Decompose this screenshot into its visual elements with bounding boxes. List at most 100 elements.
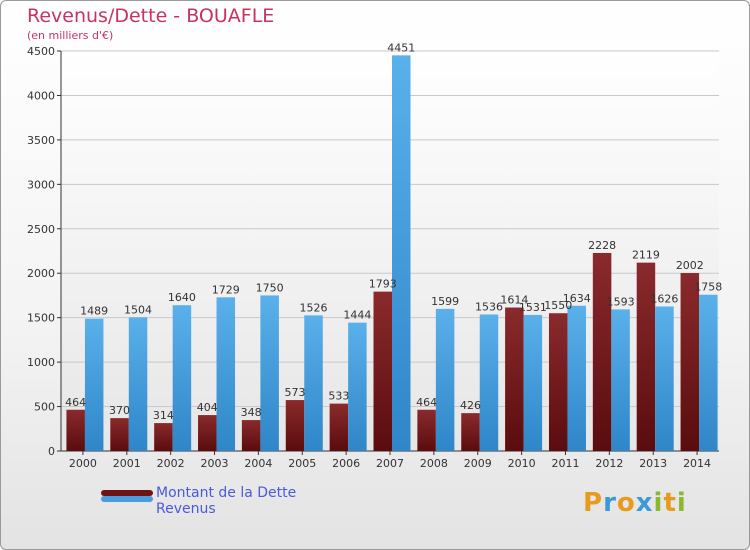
- bar-dette: [505, 307, 524, 451]
- bar-revenus: [655, 306, 674, 451]
- bar-dette: [198, 415, 217, 451]
- data-label-revenus: 1750: [256, 281, 284, 294]
- x-tick-label: 2012: [595, 457, 623, 470]
- data-label-revenus: 1758: [694, 281, 722, 294]
- bar-dette: [66, 409, 85, 451]
- logo-letter: t: [663, 488, 677, 518]
- bar-revenus: [260, 295, 279, 451]
- data-label-dette: 1614: [500, 294, 528, 307]
- x-tick-label: 2001: [113, 457, 141, 470]
- data-label-dette: 533: [328, 390, 349, 403]
- legend-label-revenus: Revenus: [156, 501, 216, 517]
- bar-dette: [548, 313, 568, 451]
- bar-revenus: [611, 309, 630, 451]
- bar-dette: [680, 273, 700, 451]
- data-label-dette: 314: [153, 409, 174, 422]
- x-tick-label: 2009: [464, 457, 492, 470]
- data-label-revenus: 1536: [475, 300, 503, 313]
- data-label-dette: 1793: [369, 278, 397, 291]
- data-label-dette: 2119: [632, 249, 660, 262]
- bar-revenus: [128, 317, 148, 451]
- bar-dette: [285, 400, 305, 451]
- logo-letter: i: [653, 488, 664, 518]
- x-tick-label: 2000: [69, 457, 97, 470]
- legend-swatch-revenus: [101, 496, 153, 502]
- data-label-dette: 464: [416, 396, 437, 409]
- x-tick-label: 2011: [551, 457, 579, 470]
- x-tick-label: 2010: [508, 457, 536, 470]
- logo-letter: x: [635, 488, 654, 518]
- data-label-revenus: 1626: [650, 292, 678, 305]
- x-tick-label: 2004: [244, 457, 272, 470]
- data-label-revenus: 1599: [431, 295, 459, 308]
- y-tick-label: 3000: [27, 178, 55, 191]
- y-tick-label: 1500: [27, 312, 55, 325]
- bar-revenus: [392, 55, 411, 451]
- data-label-revenus: 1526: [300, 301, 328, 314]
- legend-label-dette: Montant de la Dette: [156, 485, 297, 501]
- data-label-dette: 573: [285, 386, 306, 399]
- bar-revenus: [699, 294, 718, 451]
- bar-dette: [373, 291, 392, 451]
- bar-dette: [154, 423, 173, 451]
- chart-title: Revenus/Dette - BOUAFLE: [27, 5, 275, 27]
- data-label-dette: 1550: [544, 299, 572, 312]
- data-label-revenus: 1729: [212, 283, 240, 296]
- x-tick-label: 2005: [288, 457, 316, 470]
- data-label-dette: 348: [241, 406, 262, 419]
- data-label-dette: 2002: [676, 259, 704, 272]
- chart-subtitle: (en milliers d'€): [27, 29, 114, 42]
- data-label-revenus: 4451: [387, 41, 415, 54]
- bar-dette: [329, 403, 349, 451]
- y-tick-label: 2500: [27, 223, 55, 236]
- y-tick-label: 0: [48, 445, 55, 458]
- data-label-dette: 404: [197, 401, 218, 414]
- bar-revenus: [304, 315, 323, 451]
- x-tick-label: 2002: [157, 457, 185, 470]
- x-tick-label: 2007: [376, 457, 404, 470]
- data-label-revenus: 1593: [607, 295, 635, 308]
- logo-letter: i: [676, 488, 687, 518]
- bar-revenus: [523, 314, 543, 451]
- bar-revenus: [479, 314, 499, 451]
- logo-letter: P: [583, 488, 604, 518]
- y-tick-label: 4000: [27, 89, 55, 102]
- bar-dette: [461, 413, 480, 451]
- y-tick-label: 2000: [27, 267, 55, 280]
- y-tick-label: 4500: [27, 45, 55, 58]
- x-tick-label: 2014: [683, 457, 711, 470]
- data-label-dette: 464: [65, 396, 86, 409]
- data-label-dette: 2228: [588, 239, 616, 252]
- y-tick-label: 1000: [27, 356, 55, 369]
- x-tick-label: 2003: [201, 457, 229, 470]
- bar-dette: [417, 409, 436, 451]
- bar-dette: [110, 418, 129, 451]
- bar-revenus: [435, 308, 455, 451]
- data-label-revenus: 1640: [168, 291, 196, 304]
- data-label-revenus: 1444: [343, 309, 371, 322]
- bar-revenus: [216, 297, 236, 451]
- bar-revenus: [567, 305, 586, 451]
- bar-dette: [592, 252, 612, 451]
- bar-revenus: [348, 322, 367, 451]
- bar-dette: [241, 420, 261, 451]
- data-label-revenus: 1489: [80, 305, 108, 318]
- y-tick-label: 500: [34, 401, 55, 414]
- data-label-revenus: 1531: [519, 301, 547, 314]
- data-label-dette: 370: [109, 404, 130, 417]
- bar-revenus: [84, 318, 104, 451]
- logo-letter: r: [603, 488, 617, 518]
- bar-dette: [636, 262, 656, 451]
- x-tick-label: 2006: [332, 457, 360, 470]
- data-label-revenus: 1634: [563, 292, 591, 305]
- x-tick-label: 2008: [420, 457, 448, 470]
- y-tick-label: 3500: [27, 134, 55, 147]
- proxiti-logo: Proxiti: [583, 488, 687, 518]
- data-label-revenus: 1504: [124, 303, 152, 316]
- data-label-dette: 426: [460, 399, 481, 412]
- bar-revenus: [172, 305, 192, 451]
- x-tick-label: 2013: [639, 457, 667, 470]
- logo-letter: o: [616, 488, 636, 518]
